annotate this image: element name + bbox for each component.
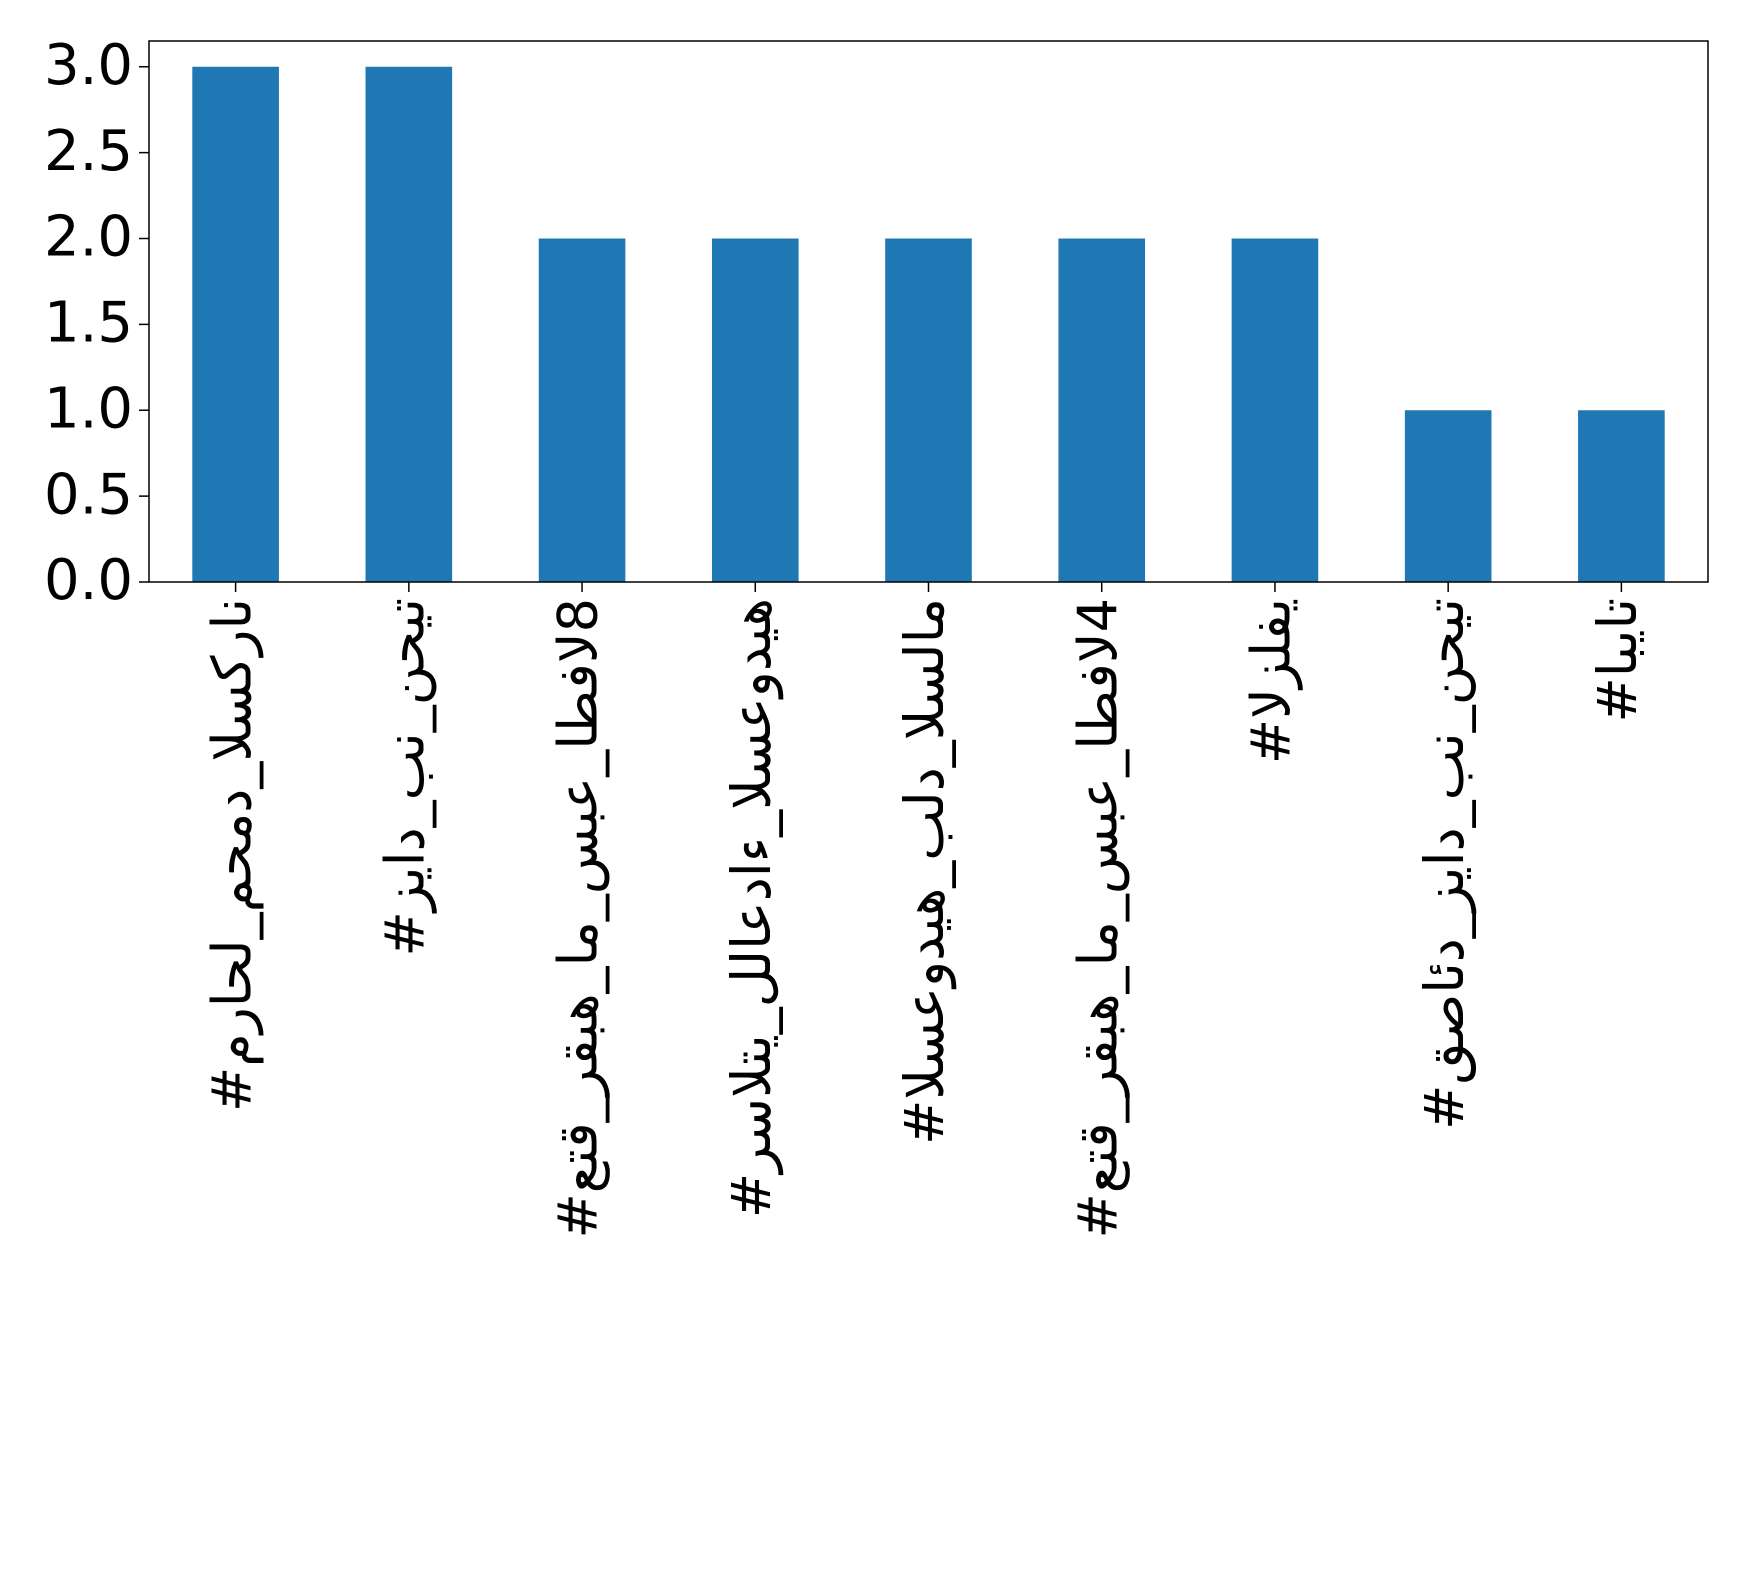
bar bbox=[1058, 238, 1146, 582]
bar bbox=[711, 238, 799, 582]
x-tick-label: #رسالتي_للاعداء_السعوديه bbox=[720, 598, 783, 1218]
bar bbox=[192, 66, 279, 582]
x-tick-label: #زياد_بن_نحيت bbox=[373, 598, 436, 956]
bar bbox=[1404, 410, 1492, 582]
bar bbox=[538, 238, 626, 582]
x-tick-label: #عتق_رقبه_ام_سبع_اطفال8 bbox=[547, 598, 611, 1238]
y-tick-label: 0.0 bbox=[44, 548, 133, 613]
x-tick-label: #ابيات bbox=[1586, 598, 1649, 723]
x-tick-label: #السعوديه_بلد_السلام bbox=[893, 598, 956, 1145]
x-tick-label: #قصائد_زياد_بن_نحيت bbox=[1413, 598, 1477, 1130]
bar bbox=[885, 238, 972, 582]
y-tick-label: 3.0 bbox=[44, 33, 133, 98]
x-tick-label: #الزلفي bbox=[1240, 598, 1303, 764]
plot-frame bbox=[148, 40, 1709, 583]
y-tick-label: 1.0 bbox=[44, 376, 133, 441]
y-tick-label: 0.5 bbox=[44, 462, 133, 527]
bar bbox=[1231, 238, 1319, 582]
x-tick-label: #مراحل_محمد_السكران bbox=[200, 598, 263, 1112]
bar bbox=[1578, 410, 1665, 582]
y-tick-label: 2.5 bbox=[44, 119, 133, 184]
x-tick-label: #عتق_رقبه_ام_سبع_اطفال4 bbox=[1066, 598, 1130, 1238]
y-tick-label: 2.0 bbox=[44, 205, 133, 270]
bar bbox=[365, 66, 453, 582]
y-tick-label: 1.5 bbox=[44, 291, 133, 356]
